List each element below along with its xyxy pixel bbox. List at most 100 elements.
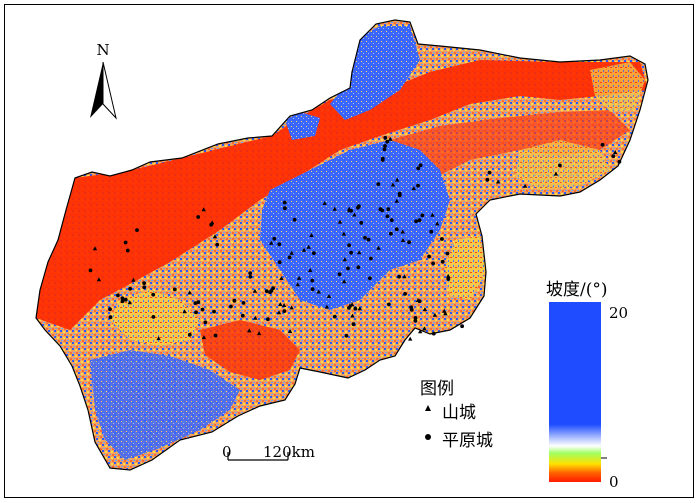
mountain-city-triangle [430,212,435,217]
plain-city-dot [351,322,356,327]
plain-city-dot [332,314,337,319]
plain-city-dot [617,159,622,164]
plain-city-dot [120,299,125,304]
plain-city-dot [356,205,360,210]
plain-city-dot [383,144,387,148]
plain-city-dot [213,333,218,338]
plain-city-dot [248,274,253,279]
mountain-city-triangle [201,207,206,212]
mountain-city-triangle [342,279,347,284]
mountain-city-triangle [289,250,294,255]
mountain-city-triangle [296,275,302,280]
plain-city-dot [417,218,422,223]
triangle-icon [425,405,431,411]
plain-city-dot [346,266,350,271]
mountain-city-triangle [341,231,347,236]
plain-city-dot [440,259,445,264]
plain-city-dot [194,310,198,315]
scale-bar: 0 120km [222,443,315,461]
mountain-city-triangle [281,303,287,307]
colorbar-min-label: 0 [609,473,619,491]
plain-city-dot [241,301,246,305]
plain-city-dot [209,222,214,227]
plain-city-dot [277,260,282,265]
mountain-city-triangle [326,294,332,298]
mountain-city-triangle [212,234,218,239]
mountain-city-triangle [349,302,355,307]
mountain-city-triangle [418,329,423,334]
plain-city-dot [337,272,342,277]
mountain-city-triangle [553,171,559,176]
plain-city-dot [248,271,253,275]
plain-city-dot [193,301,198,305]
plain-city-dot [200,307,205,312]
plain-city-dot [403,292,407,296]
plain-city-dot [128,286,133,291]
mountain-city-triangle [256,331,262,336]
plain-city-dot [383,135,388,140]
mountain-city-triangle [316,289,321,294]
plain-city-dot [427,254,431,259]
scale-end-label: 120km [263,443,315,461]
plain-city-dot [429,229,434,234]
plain-city-dot [312,251,316,256]
plain-city-dot [123,297,128,302]
plain-city-dot [344,333,349,338]
plain-city-dot [292,217,297,222]
plain-city-dot [120,296,125,301]
north-arrow: N [90,41,117,120]
plain-city-dot [368,276,372,281]
mountain-city-triangle [295,282,300,287]
mountain-city-triangle [269,240,274,245]
mountain-city-triangle [308,268,313,272]
plain-city-dot [142,285,147,290]
mountain-city-triangle [337,219,343,224]
legend-title: 图例 [420,379,454,399]
mountain-city-triangle [443,311,448,316]
plain-city-dot [135,228,139,233]
mountain-city-triangle [279,276,284,280]
mountain-city-triangle [446,273,451,278]
mountain-city-triangle [394,198,399,203]
plain-city-dot [487,170,492,175]
mountain-city-triangle [289,305,294,310]
mountain-city-triangle [435,221,440,226]
plain-city-dot [264,289,269,294]
plain-city-dot [418,163,423,168]
mountain-city-triangle [411,186,416,191]
plain-city-dot [363,235,367,240]
plain-city-dot [600,142,605,147]
plain-city-dot [485,177,490,182]
mountain-city-triangle [400,238,406,242]
plain-city-dot [123,240,128,245]
mountain-city-triangle [432,312,438,317]
colorbar-title: 坡度/(°) [546,280,608,300]
mountain-city-triangle [322,201,327,205]
mountain-city-triangle [278,302,283,306]
plain-city-dot [232,298,237,303]
plain-city-dot [349,250,353,255]
plain-city-dot [172,287,177,292]
plain-city-dot [283,206,287,211]
plain-city-dot [389,218,394,223]
mountain-city-triangle [347,206,352,211]
plain-city-dot [387,302,391,307]
plain-city-dot [88,268,93,273]
symbol-legend: 图例 山城 平原城 [420,379,493,451]
mountain-city-triangle [131,277,136,282]
mountain-city-triangle [522,183,528,188]
mountain-city-triangle [376,245,381,250]
plain-city-dot [413,316,418,320]
plain-city-dot [376,182,381,187]
mountain-city-triangle [395,177,400,182]
mountain-city-triangle [92,246,98,251]
plain-city-dot [378,207,383,212]
mountain-city-triangle [324,304,330,309]
plain-city-dot [310,278,315,283]
plain-city-dot [611,154,616,159]
plain-city-dot [407,240,411,245]
mountain-city-triangle [187,290,192,295]
mountain-city-triangle [408,336,413,341]
plain-city-dot [440,237,444,241]
